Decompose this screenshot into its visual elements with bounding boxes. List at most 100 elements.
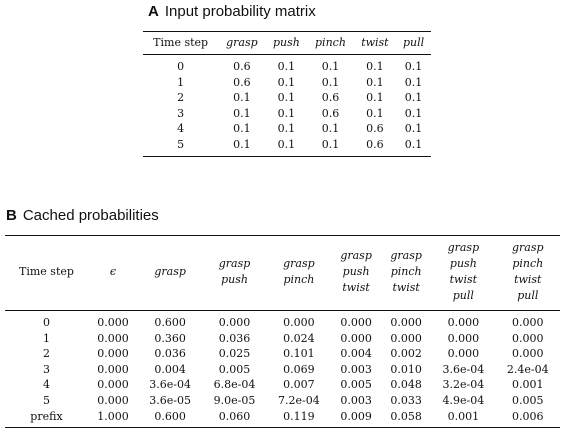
cached-probability-cell: 0.000 [447, 347, 480, 361]
cached-probability-cell: 0.000 [512, 347, 544, 361]
cached-probability-cell: 0.000 [340, 316, 372, 329]
table-row: 2 0.1 0.1 0.6 0.1 0.1 [143, 90, 431, 106]
cached-probability-cell: 0.004 [340, 347, 372, 361]
cached-probability-cell: 0.033 [390, 393, 422, 407]
cached-probability-cell: 0.000 [390, 316, 422, 329]
column-header-line: grasp [283, 257, 315, 270]
cached-probability-cell: 0.004 [154, 362, 186, 376]
cached-probability-cell: 0.010 [390, 362, 422, 376]
table-row: 1 0.6 0.1 0.1 0.1 0.1 [143, 75, 431, 91]
column-header-line: grasp [218, 257, 251, 270]
table-b-column-header: Time step [5, 235, 88, 311]
cached-probability-cell: 0.003 [340, 393, 372, 407]
cached-probability-cell: 0.000 [283, 316, 315, 329]
cached-probability-cell: 3.2e-04 [442, 378, 485, 392]
table-b-column-header: grasp [137, 235, 203, 311]
probability-cell: 0.1 [233, 137, 251, 151]
table-a-body: 0 0.6 0.1 0.1 0.1 0.1 1 0.6 0.1 0.1 0.1 0.1 2 0.1 0.1 0… [143, 55, 431, 157]
table-a-header-pull: pull [396, 31, 431, 55]
time-step-cell: 3 [177, 106, 185, 120]
cached-probability-cell: 0.000 [97, 331, 129, 345]
table-b-column-header: grasp push twist pull [431, 235, 496, 311]
probability-cell: 0.1 [277, 137, 296, 151]
cached-probability-cell: 2.4e-04 [506, 362, 549, 376]
probability-cell: 0.1 [277, 91, 296, 104]
cached-probability-cell: 0.000 [512, 331, 544, 345]
probability-cell: 0.1 [366, 106, 384, 120]
table-row: 1 0.000 0.360 0.036 0.024 0.000 0.000 0.000 0.00… [5, 331, 560, 347]
time-step-cell: 4 [42, 378, 50, 392]
column-header-line: pinch [512, 257, 544, 270]
section-a-heading: A Input probability matrix [148, 3, 316, 20]
probability-cell: 0.6 [233, 75, 251, 89]
cached-probability-cell: 0.069 [283, 362, 315, 376]
probability-cell: 0.1 [321, 122, 340, 135]
table-b-column-header: grasp pinch twist [381, 235, 432, 311]
section-b-title: Cached probabilities [22, 207, 159, 224]
table-row: 3 0.000 0.004 0.005 0.069 0.003 0.010 3.6e-04 2.… [5, 362, 560, 378]
table-row: 0 0.000 0.600 0.000 0.000 0.000 0.000 0.000 0.00… [5, 311, 560, 331]
cached-probabilities-table: Time step ϵ grasp grasp push grasp pinch grasp p… [5, 235, 560, 429]
time-step-cell: 0 [177, 60, 185, 73]
cached-probability-cell: 0.360 [154, 331, 186, 345]
table-a-header-push: push [265, 31, 308, 55]
column-header-line: pull [452, 289, 474, 302]
cached-probability-cell: 0.025 [218, 347, 251, 361]
column-header-line: push [221, 273, 248, 286]
time-step-cell: 5 [42, 393, 50, 407]
cached-probability-cell: 0.000 [97, 393, 129, 407]
cached-probability-cell: 0.003 [340, 362, 372, 376]
time-step-cell: 2 [177, 91, 185, 104]
column-header-line: push [449, 257, 477, 270]
probability-cell: 0.1 [277, 60, 296, 73]
section-b-heading: B Cached probabilities [6, 207, 159, 224]
probability-cell: 0.1 [321, 60, 340, 73]
column-header-line: grasp [447, 241, 480, 254]
cached-probability-cell: 0.009 [340, 409, 372, 423]
cached-probability-cell: 0.060 [218, 409, 251, 423]
column-header-line: push [342, 265, 370, 278]
cached-probability-cell: 6.8e-04 [213, 378, 256, 392]
probability-cell: 0.1 [233, 106, 251, 120]
table-row: 0 0.6 0.1 0.1 0.1 0.1 [143, 55, 431, 75]
cached-probability-cell: 0.000 [340, 331, 372, 345]
probability-cell: 0.1 [404, 106, 423, 120]
cached-probability-cell: 0.600 [154, 409, 186, 423]
cached-probability-cell: 7.2e-04 [278, 393, 320, 407]
probability-cell: 0.1 [277, 106, 296, 120]
table-row: 5 0.000 3.6e-05 9.0e-05 7.2e-04 0.003 0.033 4.9… [5, 393, 560, 409]
cached-probability-cell: 3.6e-04 [442, 362, 485, 376]
cached-probability-cell: 4.9e-04 [442, 393, 485, 407]
table-b-header-row: Time step ϵ grasp grasp push grasp pinch grasp p… [5, 235, 560, 311]
cached-probability-cell: 0.000 [97, 362, 129, 376]
section-a-letter: A [148, 3, 159, 20]
cached-probability-cell: 0.600 [154, 316, 186, 329]
time-step-cell: prefix [30, 409, 63, 423]
table-row: 2 0.000 0.036 0.025 0.101 0.004 0.002 0.000 0.00… [5, 346, 560, 362]
probability-cell: 0.1 [277, 122, 296, 135]
cached-probability-cell: 0.001 [512, 378, 544, 392]
column-header-line: grasp [390, 249, 422, 262]
column-header-line: pinch [283, 273, 315, 286]
cached-probability-cell: 0.024 [283, 331, 315, 345]
probability-cell: 0.1 [233, 91, 251, 104]
cached-probability-cell: 0.101 [283, 347, 315, 361]
probability-cell: 0.6 [321, 106, 340, 120]
probability-cell: 0.1 [404, 60, 423, 73]
cached-probability-cell: 0.001 [447, 409, 480, 423]
probability-cell: 0.1 [366, 91, 384, 104]
probability-cell: 0.1 [404, 122, 423, 135]
column-header-line: Time step [19, 265, 74, 278]
column-header-line: twist [342, 281, 370, 294]
table-a-header-time-step: Time step [143, 31, 219, 55]
cached-probability-cell: 0.000 [447, 331, 480, 345]
probability-cell: 0.1 [366, 60, 384, 73]
time-step-cell: 2 [42, 347, 50, 361]
time-step-cell: 1 [42, 331, 50, 345]
cached-probability-cell: 0.000 [97, 378, 129, 392]
probability-cell: 0.6 [321, 91, 340, 104]
time-step-cell: 3 [42, 362, 50, 376]
cached-probability-cell: 0.000 [218, 316, 251, 329]
table-b-column-header: grasp pinch [266, 235, 332, 311]
